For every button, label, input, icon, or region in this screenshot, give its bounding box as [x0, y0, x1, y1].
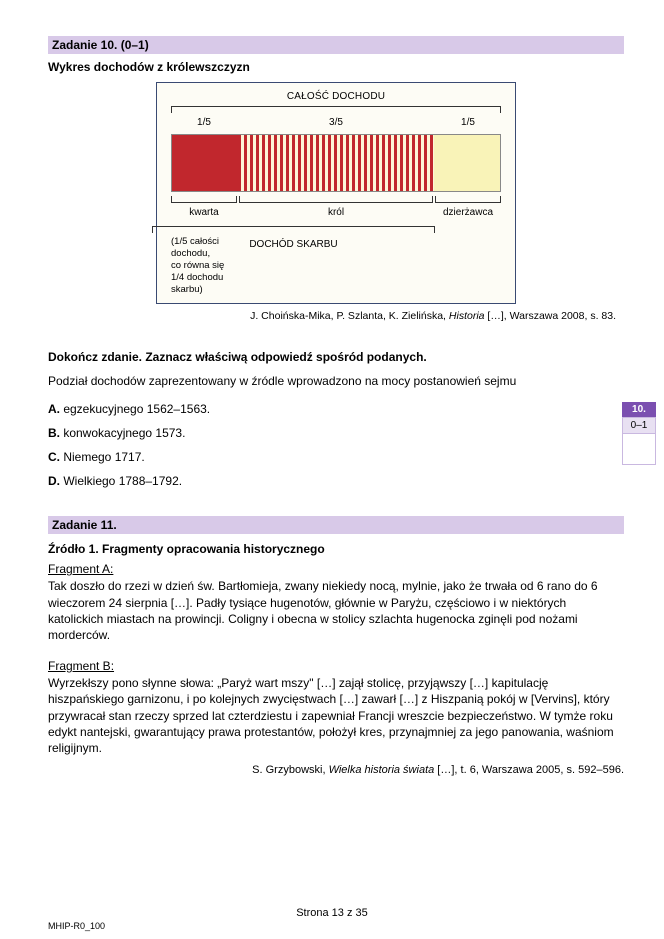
- opt-c-text: Niemego 1717.: [60, 450, 145, 464]
- label-dzierzawca: dzierżawca: [435, 207, 501, 218]
- bb-3: [435, 196, 501, 203]
- fragA-label: Fragment A:: [48, 562, 624, 576]
- fragB-label: Fragment B:: [48, 659, 624, 673]
- brackets-bottom: [171, 196, 501, 203]
- score-box: 10. 0–1: [622, 402, 656, 465]
- task11-zrodlo: Źródło 1. Fragmenty opracowania historyc…: [48, 542, 624, 556]
- fraction-3: 1/5: [435, 117, 501, 128]
- bottom-labels: kwarta król dzierżawca: [171, 207, 501, 218]
- treasury-label: DOCHÓD SKARBU: [152, 239, 435, 250]
- opt-d-text: Wielkiego 1788–1792.: [60, 474, 182, 488]
- task10-subtitle: Wykres dochodów z królewszczyzn: [48, 60, 624, 74]
- score-range: 0–1: [622, 417, 656, 434]
- income-bar: [171, 134, 501, 192]
- chart-source: J. Choińska-Mika, P. Szlanta, K. Zielińs…: [48, 310, 624, 322]
- bb-2: [239, 196, 433, 203]
- opt-b-text: konwokacyjnego 1573.: [60, 426, 185, 440]
- option-a[interactable]: A. egzekucyjnego 1562–1563.: [48, 402, 624, 416]
- score-num: 10.: [622, 402, 656, 417]
- bb-1: [171, 196, 237, 203]
- label-krol: król: [237, 207, 435, 218]
- score-empty: [622, 434, 656, 465]
- question-lead: Dokończ zdanie. Zaznacz właściwą odpowie…: [48, 350, 624, 364]
- opt-c-letter: C.: [48, 450, 60, 464]
- option-c[interactable]: C. Niemego 1717.: [48, 450, 624, 464]
- task10-header: Zadanie 10. (0–1): [48, 36, 624, 54]
- doc-code: MHIP-R0_100: [48, 921, 105, 931]
- treasury-col: DOCHÓD SKARBU: [237, 228, 435, 250]
- chart-top-label: CAŁOŚĆ DOCHODU: [171, 91, 501, 102]
- note-l3: co równa się: [171, 260, 224, 271]
- src2-post: […], t. 6, Warszawa 2005, s. 592–596.: [434, 764, 624, 776]
- task11-header: Zadanie 11.: [48, 516, 624, 534]
- segment-dzierzawca: [434, 135, 500, 191]
- opt-a-letter: A.: [48, 402, 60, 416]
- chart-wrapper: CAŁOŚĆ DOCHODU 1/5 3/5 1/5 kwarta król d…: [48, 82, 624, 304]
- question-body: Podział dochodów zaprezentowany w źródle…: [48, 374, 624, 388]
- option-b[interactable]: B. konwokacyjnego 1573.: [48, 426, 624, 440]
- src-italic: Historia: [449, 310, 485, 322]
- fragA-text: Tak doszło do rzezi w dzień św. Bartłomi…: [48, 578, 624, 643]
- src-pre: J. Choińska-Mika, P. Szlanta, K. Zielińs…: [250, 310, 449, 322]
- note-l4: 1/4 dochodu skarbu): [171, 272, 223, 295]
- segment-kwarta: [172, 135, 238, 191]
- bracket-top: [171, 106, 501, 113]
- label-kwarta: kwarta: [171, 207, 237, 218]
- source2: S. Grzybowski, Wielka historia świata [……: [48, 764, 624, 776]
- page-footer: Strona 13 z 35: [0, 907, 664, 919]
- src-post: […], Warszawa 2008, s. 83.: [485, 310, 617, 322]
- opt-a-text: egzekucyjnego 1562–1563.: [60, 402, 210, 416]
- fraction-2: 3/5: [237, 117, 435, 128]
- fraction-1: 1/5: [171, 117, 237, 128]
- bottom-row2: (1/5 całości dochodu, co równa się 1/4 d…: [171, 228, 501, 295]
- segment-krol: [238, 135, 435, 191]
- fraction-row: 1/5 3/5 1/5: [171, 117, 501, 128]
- chart-box: CAŁOŚĆ DOCHODU 1/5 3/5 1/5 kwarta król d…: [156, 82, 516, 304]
- treasury-bracket: [152, 226, 435, 233]
- src2-italic: Wielka historia świata: [329, 764, 435, 776]
- option-d[interactable]: D. Wielkiego 1788–1792.: [48, 474, 624, 488]
- opt-b-letter: B.: [48, 426, 60, 440]
- opt-d-letter: D.: [48, 474, 60, 488]
- options-list: A. egzekucyjnego 1562–1563. B. konwokacy…: [48, 402, 624, 488]
- fragB-text: Wyrzekłszy pono słynne słowa: „Paryż war…: [48, 675, 624, 756]
- page: Zadanie 10. (0–1) Wykres dochodów z król…: [0, 0, 664, 939]
- src2-pre: S. Grzybowski,: [252, 764, 328, 776]
